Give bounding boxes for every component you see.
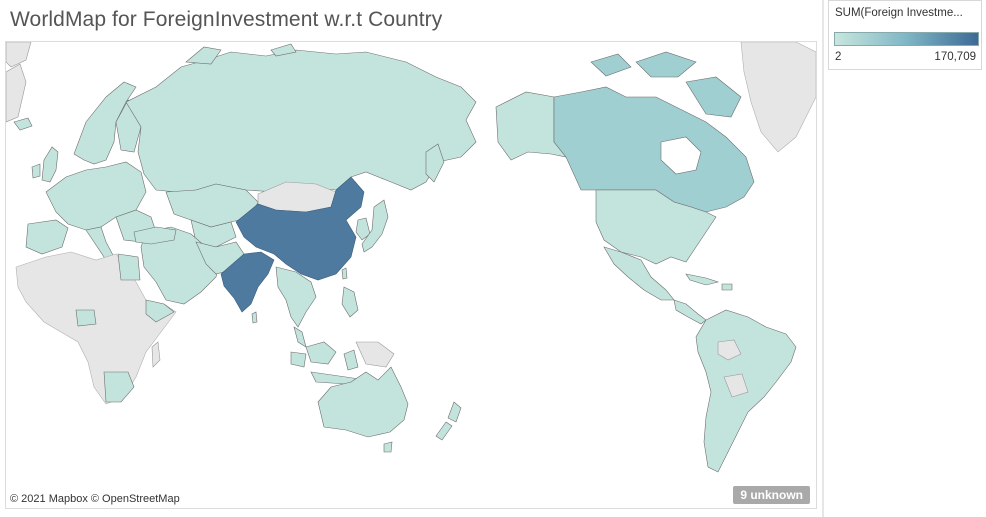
country-shape[interactable] [145, 299, 175, 323]
page-title: WorldMap for ForeignInvestment w.r.t Cou… [10, 8, 443, 31]
country-shape[interactable] [73, 81, 137, 165]
country-shape[interactable] [125, 49, 477, 193]
country-shape[interactable] [355, 341, 395, 368]
country-shape[interactable] [45, 161, 147, 231]
country-shape[interactable] [595, 189, 717, 265]
country-shape[interactable] [635, 51, 697, 78]
panel-divider [822, 0, 824, 517]
country-shape[interactable] [31, 163, 41, 179]
unknown-locations-badge[interactable]: 9 unknown [733, 486, 810, 504]
legend-color-ramp [834, 32, 979, 46]
country-shape[interactable] [495, 91, 567, 161]
country-shape[interactable] [85, 226, 115, 261]
country-shape[interactable] [270, 43, 297, 57]
country-shape[interactable] [235, 176, 365, 281]
legend-title: SUM(Foreign Investme... [835, 7, 963, 19]
country-shape[interactable] [590, 53, 632, 77]
country-shape[interactable] [355, 217, 371, 241]
hudson-bay [660, 136, 702, 175]
country-shape[interactable] [673, 299, 707, 325]
country-shape[interactable] [41, 146, 59, 183]
legend-min-label: 2 [835, 51, 842, 63]
country-shape[interactable] [133, 226, 177, 245]
country-shape[interactable] [723, 373, 749, 398]
country-shape[interactable] [6, 63, 27, 123]
country-shape[interactable] [103, 371, 135, 403]
country-shape[interactable] [740, 42, 816, 153]
map-attribution: © 2021 Mapbox © OpenStreetMap [10, 493, 180, 505]
country-shape[interactable] [25, 219, 69, 255]
country-shape[interactable] [117, 253, 141, 281]
country-shape[interactable] [383, 441, 393, 453]
country-shape[interactable] [685, 76, 742, 118]
country-shape[interactable] [251, 311, 258, 324]
country-shape[interactable] [220, 251, 275, 313]
country-shape[interactable] [447, 401, 462, 423]
country-shape[interactable] [293, 326, 307, 348]
country-shape[interactable] [75, 309, 97, 327]
map-svg[interactable] [6, 42, 816, 508]
country-shape[interactable] [6, 42, 32, 68]
country-shape[interactable] [343, 349, 359, 371]
country-shape[interactable] [317, 366, 409, 438]
country-shape[interactable] [685, 273, 720, 286]
country-shape[interactable] [290, 351, 307, 368]
country-shape[interactable] [275, 266, 317, 328]
country-shape[interactable] [341, 267, 348, 280]
country-shape[interactable] [185, 46, 222, 65]
country-shape[interactable] [553, 86, 755, 213]
country-shape[interactable] [717, 339, 742, 361]
legend-max-label: 170,709 [934, 51, 976, 63]
country-shape[interactable] [425, 143, 445, 183]
country-shape[interactable] [151, 341, 161, 368]
color-legend[interactable]: SUM(Foreign Investme... 2 170,709 [828, 0, 982, 70]
country-shape[interactable] [13, 117, 33, 131]
country-shape[interactable] [721, 283, 733, 291]
world-map[interactable]: © 2021 Mapbox © OpenStreetMap 9 unknown [5, 41, 817, 509]
legend-ramp-svg [835, 33, 978, 45]
country-shape[interactable] [435, 421, 453, 441]
country-shape[interactable] [341, 286, 359, 318]
country-shape[interactable] [15, 251, 177, 405]
country-shape[interactable] [361, 199, 389, 253]
country-shape[interactable] [305, 341, 337, 365]
